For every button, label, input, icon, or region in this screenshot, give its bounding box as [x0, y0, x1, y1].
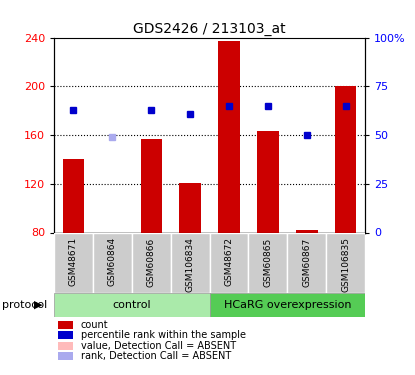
- Bar: [63, 159, 84, 232]
- Bar: [249, 232, 287, 292]
- Text: HCaRG overexpression: HCaRG overexpression: [224, 300, 351, 310]
- Bar: [179, 183, 201, 232]
- Bar: [257, 131, 278, 232]
- Text: value, Detection Call = ABSENT: value, Detection Call = ABSENT: [81, 341, 236, 351]
- Text: ▶: ▶: [34, 300, 43, 310]
- Bar: [287, 232, 326, 292]
- Text: GSM60867: GSM60867: [303, 237, 311, 286]
- Text: percentile rank within the sample: percentile rank within the sample: [81, 330, 246, 340]
- Text: GSM60865: GSM60865: [264, 237, 272, 286]
- Bar: [54, 232, 93, 292]
- Text: control: control: [112, 300, 151, 310]
- Bar: [218, 41, 240, 232]
- Text: GSM48672: GSM48672: [225, 237, 234, 286]
- Text: protocol: protocol: [2, 300, 47, 310]
- Bar: [141, 139, 162, 232]
- Bar: [296, 230, 317, 232]
- Title: GDS2426 / 213103_at: GDS2426 / 213103_at: [133, 22, 286, 36]
- Bar: [132, 232, 171, 292]
- Text: rank, Detection Call = ABSENT: rank, Detection Call = ABSENT: [81, 351, 231, 361]
- Bar: [171, 232, 210, 292]
- Bar: [210, 232, 249, 292]
- Text: GSM60864: GSM60864: [108, 237, 117, 286]
- Bar: [93, 232, 132, 292]
- Bar: [335, 86, 356, 232]
- Text: GSM106835: GSM106835: [341, 237, 350, 292]
- Text: GSM106834: GSM106834: [186, 237, 195, 292]
- Text: GSM60866: GSM60866: [147, 237, 156, 286]
- Bar: [326, 232, 365, 292]
- Text: count: count: [81, 320, 109, 330]
- Text: GSM48671: GSM48671: [69, 237, 78, 286]
- Bar: [210, 292, 365, 317]
- Bar: [54, 292, 210, 317]
